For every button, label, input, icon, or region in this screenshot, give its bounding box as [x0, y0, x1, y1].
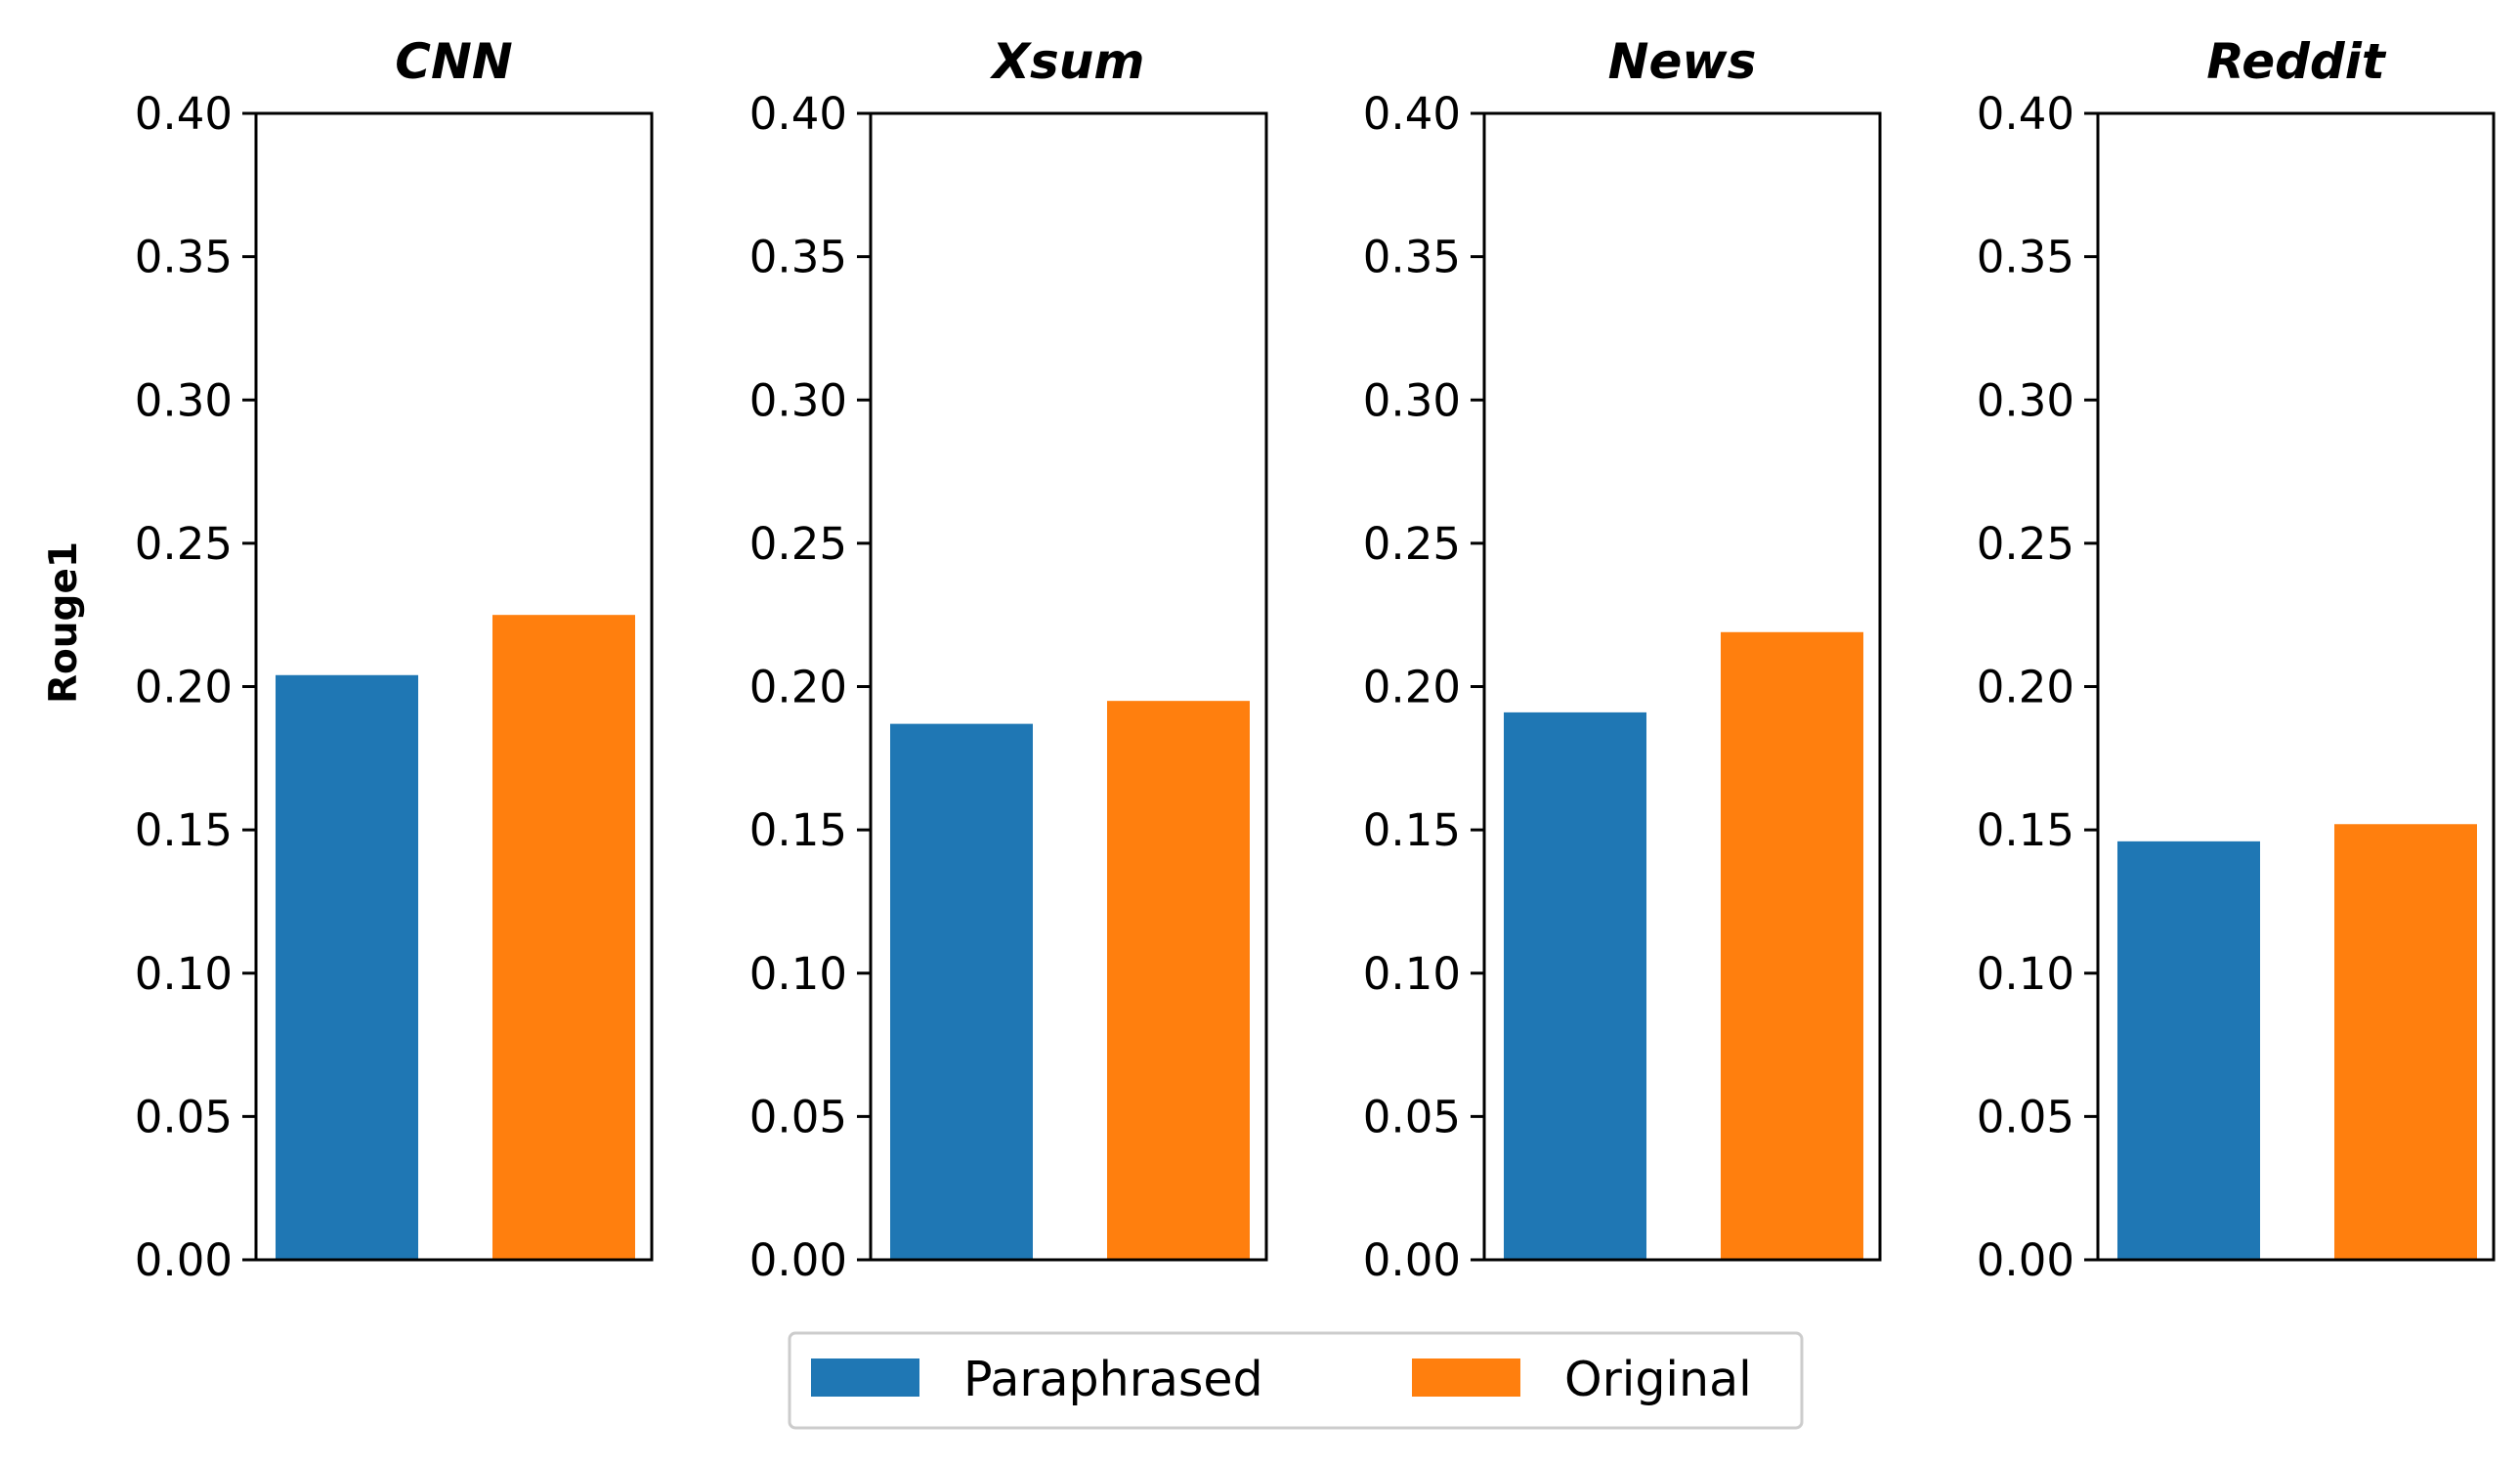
bar-xsum-paraphrased	[890, 723, 1033, 1260]
y-tick-label-cnn: 0.35	[135, 232, 233, 283]
y-tick-label-xsum: 0.05	[749, 1091, 847, 1143]
y-tick-label-news: 0.25	[1363, 518, 1461, 570]
bar-cnn-original	[492, 615, 635, 1260]
y-tick-label-reddit: 0.15	[1977, 804, 2074, 856]
y-tick-label-news: 0.15	[1363, 804, 1461, 856]
y-tick-label-xsum: 0.30	[749, 374, 847, 426]
legend-swatch-paraphrased	[811, 1358, 919, 1397]
y-tick-label-cnn: 0.25	[135, 518, 233, 570]
panel-news: 0.00 0.05 0.10 0.15 0.20 0.25 0.30 0.35 0.40 News	[1363, 33, 1882, 1286]
y-tick-label-reddit: 0.05	[1977, 1091, 2074, 1143]
chart-panels: 0.000.050.100.150.200.250.300.350.40CNN0…	[135, 33, 2496, 1286]
y-tick-label-news: 0.05	[1363, 1091, 1461, 1143]
y-tick-label-xsum: 0.10	[749, 948, 847, 1000]
y-tick-label-xsum: 0.35	[749, 232, 847, 283]
legend-label-paraphrased: Paraphrased	[963, 1352, 1263, 1407]
y-tick-label-xsum: 0.20	[749, 662, 847, 713]
y-tick-label-xsum: 0.25	[749, 518, 847, 570]
y-tick-label-news: 0.00	[1363, 1234, 1461, 1286]
y-tick-label-xsum: 0.15	[749, 804, 847, 856]
y-tick-label-reddit: 0.30	[1977, 374, 2074, 426]
panel-title-xsum: Xsum	[989, 33, 1144, 90]
y-tick-label-xsum: 0.40	[749, 88, 847, 140]
panel-xsum: 0.00 0.05 0.10 0.15 0.20 0.25 0.30 0.35 0.40 Xsum	[749, 33, 1268, 1286]
y-tick-label-news: 0.40	[1363, 88, 1461, 140]
y-tick-label-cnn: 0.05	[135, 1091, 233, 1143]
y-tick-label-news: 0.10	[1363, 948, 1461, 1000]
y-tick-label-news: 0.20	[1363, 662, 1461, 713]
legend-swatch-original	[1412, 1358, 1520, 1397]
bar-reddit-original	[2334, 824, 2477, 1260]
legend: Paraphrased Original	[788, 1331, 1804, 1430]
y-tick-label-xsum: 0.00	[749, 1234, 847, 1286]
legend-label-original: Original	[1564, 1352, 1752, 1407]
bar-xsum-original	[1107, 701, 1250, 1260]
y-axis-label: Rouge1	[42, 541, 86, 704]
panel-title-cnn: CNN	[395, 33, 512, 90]
panel-title-news: News	[1608, 33, 1757, 90]
bar-reddit-paraphrased	[2117, 841, 2260, 1260]
y-tick-label-cnn: 0.10	[135, 948, 233, 1000]
y-tick-label-cnn: 0.20	[135, 662, 233, 713]
y-tick-label-cnn: 0.30	[135, 374, 233, 426]
y-tick-label-reddit: 0.25	[1977, 518, 2074, 570]
y-tick-label-cnn: 0.00	[135, 1234, 233, 1286]
panel-reddit: 0.00 0.05 0.10 0.15 0.20 0.25 0.30 0.35 0.40 Redd…	[1977, 33, 2496, 1286]
y-tick-label-cnn: 0.40	[135, 88, 233, 140]
bar-news-original	[1721, 631, 1863, 1260]
panel-title-reddit: Reddit	[2206, 33, 2387, 90]
y-tick-label-news: 0.35	[1363, 232, 1461, 283]
legend-frame	[788, 1331, 1804, 1430]
bar-news-paraphrased	[1504, 711, 1646, 1260]
y-tick-label-reddit: 0.20	[1977, 662, 2074, 713]
y-tick-label-cnn: 0.15	[135, 804, 233, 856]
y-tick-label-reddit: 0.10	[1977, 948, 2074, 1000]
y-tick-label-reddit: 0.00	[1977, 1234, 2074, 1286]
y-tick-label-reddit: 0.35	[1977, 232, 2074, 283]
panel-cnn: 0.00 0.05 0.10 0.15 0.20 0.25 0.30 0.35 0.40 CNN	[135, 33, 654, 1286]
bar-cnn-paraphrased	[276, 674, 418, 1260]
y-tick-label-news: 0.30	[1363, 374, 1461, 426]
y-tick-label-reddit: 0.40	[1977, 88, 2074, 140]
